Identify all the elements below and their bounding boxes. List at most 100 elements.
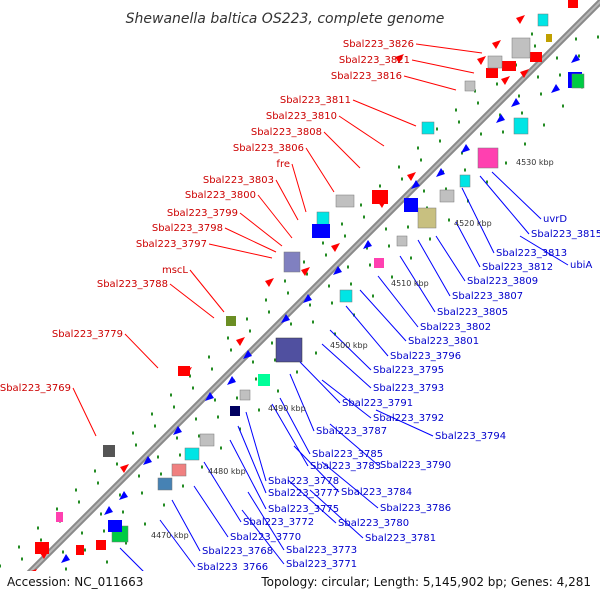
reverse-gene <box>108 520 122 532</box>
gene-label: Sbal223_3821 <box>339 55 410 66</box>
forward-gene-arrow <box>516 15 525 24</box>
tick-mark <box>290 322 292 326</box>
reverse-gene <box>199 433 215 447</box>
tick-mark <box>341 222 343 226</box>
leader-line <box>455 221 481 268</box>
tick-mark <box>160 472 162 476</box>
tick-mark <box>138 474 140 478</box>
kbp-label-4530: 4530 kbp <box>516 158 554 167</box>
gene-label: Sbal223_3775 <box>268 504 339 515</box>
forward-gene <box>546 34 552 42</box>
tick-mark <box>201 465 203 469</box>
forward-gene-arrow <box>331 243 340 252</box>
tick-mark <box>65 567 67 571</box>
tick-mark <box>106 560 108 564</box>
forward-gene <box>568 0 578 8</box>
leader-line <box>399 255 436 313</box>
reverse-gene-arrow <box>205 392 214 401</box>
gene-label: ubiA <box>570 260 592 271</box>
forward-gene <box>178 366 190 376</box>
leader-line <box>275 179 299 221</box>
gene-label: Sbal223_3780 <box>338 518 409 529</box>
forward-gene <box>464 80 476 92</box>
reverse-gene <box>230 406 240 416</box>
leader-line <box>279 397 311 455</box>
tick-mark <box>173 405 175 409</box>
leader-line <box>299 361 341 404</box>
tick-mark <box>18 545 20 549</box>
forward-gene <box>103 445 115 457</box>
leader-line <box>329 329 372 371</box>
tick-mark <box>445 187 447 191</box>
gene-label: Sbal223_3779 <box>52 329 123 340</box>
tick-mark <box>423 189 425 193</box>
gene-label: Sbal223_3796 <box>390 351 461 362</box>
gene-label: Sbal223_3801 <box>408 336 479 347</box>
tick-mark <box>271 341 273 345</box>
tick-mark <box>284 279 286 283</box>
forward-gene <box>486 68 498 78</box>
forward-gene-arrow <box>120 464 129 473</box>
reverse-gene-arrow <box>511 98 520 107</box>
forward-gene <box>76 545 84 555</box>
tick-mark <box>398 165 400 169</box>
leader-line <box>224 227 277 253</box>
tick-mark <box>388 244 390 248</box>
gene-label: Sbal223_3826 <box>343 39 414 50</box>
reverse-gene-arrow <box>551 84 560 93</box>
leader-line <box>245 411 267 482</box>
tick-mark <box>94 469 96 473</box>
tick-mark <box>157 455 159 459</box>
gene-label: Sbal223_3799 <box>167 208 238 219</box>
leader-line <box>193 485 229 538</box>
tick-mark <box>265 298 267 302</box>
tick-mark <box>562 104 564 108</box>
tick-mark <box>21 557 23 561</box>
gene-label: Sbal223_3807 <box>452 291 523 302</box>
leader-line <box>323 131 361 169</box>
leader-line <box>124 333 159 369</box>
reverse-gene <box>439 189 455 203</box>
forward-gene-arrow <box>395 54 404 63</box>
reverse-gene-arrow <box>227 376 236 385</box>
leader-line <box>293 445 340 493</box>
forward-gene-arrow <box>520 69 529 78</box>
tick-mark <box>540 92 542 96</box>
tick-mark <box>458 120 460 124</box>
tick-mark <box>559 73 561 77</box>
tick-mark <box>537 75 539 79</box>
reverse-gene <box>157 477 173 491</box>
leader-line <box>159 519 196 568</box>
tick-mark <box>499 113 501 117</box>
gene-label: Sbal223_3802 <box>420 322 491 333</box>
forward-gene <box>283 251 301 273</box>
tick-mark <box>141 491 143 495</box>
leader-line <box>171 499 201 552</box>
forward-gene <box>312 224 330 238</box>
reverse-gene <box>513 117 529 135</box>
leader-line <box>237 425 267 494</box>
tick-mark <box>198 434 200 438</box>
tick-mark <box>385 227 387 231</box>
forward-gene <box>537 13 549 27</box>
tick-mark <box>303 260 305 264</box>
leader-line <box>321 343 372 389</box>
forward-gene-arrow <box>265 278 274 287</box>
tick-mark <box>556 56 558 60</box>
gene-label: Sbal223_3791 <box>342 398 413 409</box>
tick-mark <box>366 246 368 250</box>
tick-mark <box>306 272 308 276</box>
forward-gene <box>335 194 355 208</box>
kbp-label-4510: 4510 kbp <box>391 279 429 288</box>
forward-gene-arrow <box>492 40 501 49</box>
gene-label: Sbal223_3778 <box>268 476 339 487</box>
gene-label: Sbal223_3777 <box>268 488 339 499</box>
gene-label: Sbal223_3785 <box>312 449 383 460</box>
leader-line <box>345 305 389 357</box>
tick-mark <box>214 398 216 402</box>
reverse-gene-arrow <box>173 426 182 435</box>
leader-line <box>241 509 285 565</box>
leader-line <box>491 171 542 220</box>
leader-line <box>352 99 417 127</box>
